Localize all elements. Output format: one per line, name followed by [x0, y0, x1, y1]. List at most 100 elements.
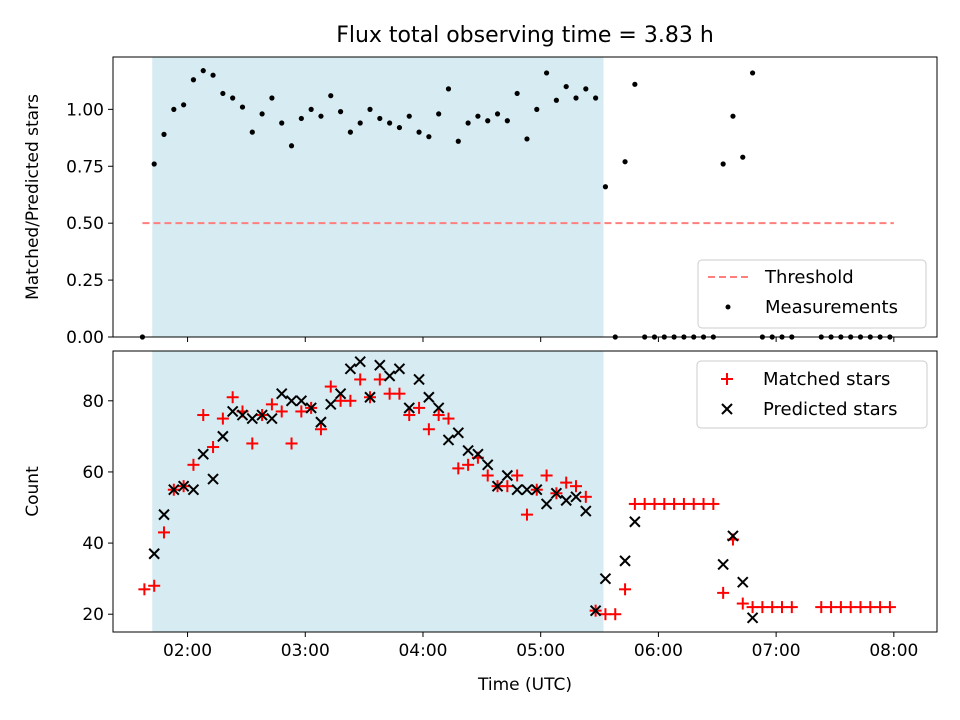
legend-predicted-label: Predicted stars [763, 399, 897, 420]
measurement-point [151, 161, 157, 167]
predicted-stars-point [344, 363, 357, 375]
matched-stars-point [609, 608, 622, 621]
measurement-point [543, 70, 550, 76]
bot-y-tick-label: 60 [82, 463, 104, 483]
matched-stars-point [570, 480, 583, 493]
predicted-stars-point [521, 484, 533, 496]
measurement-point [298, 115, 304, 122]
top-panel: 0.00 0.25 0.50 0.75 1.00 Matched/Predicted s… [23, 56, 938, 348]
matched-stars-point [138, 583, 151, 596]
measurement-point [328, 93, 334, 99]
predicted-stars-point [511, 484, 523, 496]
measurement-point [465, 120, 471, 126]
predicted-stars-point [207, 473, 219, 485]
measurement-point [220, 90, 226, 97]
top-y-axis-label: Matched/Predicted stars [23, 94, 43, 300]
x-tick-label: 02:00 [163, 641, 212, 661]
predicted-stars-point [501, 469, 514, 482]
top-legend-box [697, 259, 927, 329]
legend-threshold-label: Threshold [764, 267, 854, 288]
matched-stars-point [717, 586, 730, 599]
predicted-stars-point [746, 612, 759, 624]
matched-stars-point [462, 458, 475, 471]
predicted-stars-point [619, 555, 631, 567]
x-tick-label: 06:00 [634, 641, 683, 661]
x-tick-label: 07:00 [752, 641, 801, 661]
top-y-tick-label: 0.00 [66, 328, 104, 348]
measurement-point [181, 102, 187, 108]
measurement-point [377, 115, 383, 122]
measurement-point [455, 138, 461, 144]
x-tick-label: 05:00 [516, 641, 565, 661]
matched-stars-point [354, 373, 367, 386]
predicted-stars-point [727, 530, 739, 542]
predicted-stars-point [354, 355, 366, 368]
measurement-point [406, 113, 412, 119]
measurement-point [622, 159, 628, 165]
matched-stars-point [452, 462, 465, 475]
predicted-stars-point [737, 576, 749, 588]
predicted-stars-point [148, 548, 160, 560]
top-y-tick-label: 0.75 [66, 157, 104, 177]
measurement-point [288, 143, 295, 149]
top-shaded-window [152, 57, 604, 337]
top-axes-frame [112, 56, 938, 338]
predicted-stars-point [383, 370, 396, 382]
matched-stars-point [442, 412, 455, 425]
predicted-stars-point [540, 498, 553, 510]
matched-stars-point [207, 441, 220, 454]
measurement-point [445, 86, 452, 92]
bottom-y-axis-label: Count [23, 466, 43, 517]
legend-measurements-label: Measurements [765, 297, 898, 318]
matched-stars-point [560, 476, 573, 489]
measurement-point [210, 72, 216, 78]
predicted-stars-point [560, 494, 572, 507]
measurement-point [583, 86, 589, 92]
measurement-point [367, 106, 373, 112]
measurement-point [357, 120, 363, 126]
matched-stars-point [403, 409, 416, 422]
predicted-stars-point [413, 373, 425, 386]
predicted-stars-point [374, 359, 386, 371]
measurement-point [730, 113, 736, 119]
predicted-stars-point [226, 405, 239, 418]
legend-matched-swatch [721, 373, 733, 385]
predicted-stars-point [276, 387, 288, 400]
matched-stars-point [295, 405, 308, 418]
top-y-tick-label: 1.00 [66, 100, 104, 120]
predicted-stars-point [599, 572, 612, 585]
matched-stars-point [481, 469, 494, 482]
measurement-point [573, 95, 579, 101]
matched-stars-point [373, 373, 386, 386]
predicted-stars-point [589, 604, 602, 617]
measurement-point [279, 120, 285, 126]
predicted-stars-point [168, 484, 180, 496]
measurement-point [318, 113, 324, 119]
bottom-panel: 20 40 60 80 02:00 03:00 04:00 05:00 06:00 07:00 08… [23, 350, 938, 695]
measurement-point [436, 111, 442, 117]
matched-stars-point [324, 380, 337, 393]
predicted-stars-point [442, 434, 455, 446]
matched-stars-point [226, 391, 239, 404]
bot-y-tick-label: 40 [82, 534, 104, 554]
predicted-stars-point [452, 427, 465, 439]
predicted-stars-point [462, 444, 474, 457]
matched-stars-point [344, 394, 357, 407]
measurement-point [563, 83, 569, 90]
measurement-point [259, 111, 265, 117]
matched-stars-point [501, 480, 514, 493]
measurement-point [494, 111, 501, 117]
measurement-point [161, 131, 167, 137]
measurement-point [387, 120, 393, 126]
matched-stars-point [520, 508, 533, 521]
measurement-point [347, 129, 353, 135]
predicted-stars-point [266, 412, 278, 425]
measurement-point [171, 106, 177, 112]
matched-stars-point [511, 469, 524, 482]
predicted-stars-point [315, 416, 327, 428]
bot-y-tick-label: 80 [82, 392, 104, 412]
matched-stars-point [265, 398, 278, 411]
matched-stars-point [197, 409, 210, 422]
measurement-point [514, 90, 520, 97]
